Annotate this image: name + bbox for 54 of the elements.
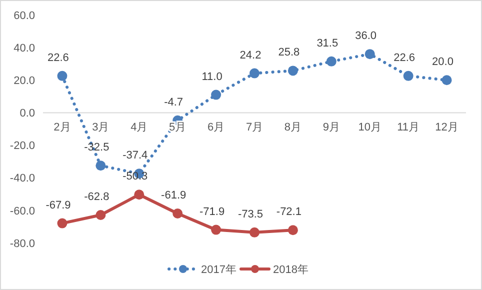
point	[96, 160, 106, 171]
data-label: 36.0	[355, 30, 377, 42]
x-tick-label: 10月	[358, 122, 382, 134]
point	[403, 70, 414, 81]
data-label: -71.9	[200, 206, 225, 218]
y-tick-label: 20.0	[14, 74, 35, 87]
point	[250, 68, 260, 78]
x-tick-label: 9月	[322, 122, 340, 134]
data-label: 20.0	[432, 56, 454, 68]
legend-label: 2017年	[201, 264, 236, 276]
y-tick-label: 40.0	[14, 42, 35, 54]
point	[172, 208, 183, 219]
point	[288, 225, 298, 236]
data-label: -73.5	[238, 208, 264, 220]
y-tick-label: -80.0	[10, 238, 35, 250]
data-label: 24.2	[240, 49, 262, 62]
x-tick-label: 8月	[284, 122, 302, 134]
point	[288, 66, 298, 76]
data-label: -72.1	[276, 206, 302, 218]
point	[442, 75, 452, 86]
point	[57, 218, 68, 228]
x-tick-label: 7月	[246, 122, 264, 134]
data-label: -62.8	[84, 190, 110, 203]
data-label: -4.7	[164, 96, 184, 108]
data-label: 11.0	[202, 70, 222, 83]
data-label: -61.9	[161, 190, 186, 202]
x-tick-label: 6月	[207, 122, 225, 134]
y-tick-label: 60.0	[14, 10, 35, 22]
point	[364, 49, 375, 60]
y-tick-label: -40.0	[10, 172, 35, 185]
data-label: 22.6	[394, 52, 416, 64]
data-label: 31.5	[316, 37, 338, 50]
y-tick-label: -60.0	[10, 205, 35, 218]
x-tick-label: 2月	[54, 122, 71, 134]
point	[211, 224, 222, 235]
point	[211, 90, 222, 100]
legend-label: 2018年	[273, 264, 308, 276]
data-label: -37.4	[122, 150, 148, 162]
point	[250, 227, 260, 238]
data-label: -32.5	[84, 142, 110, 154]
point	[57, 70, 68, 81]
x-tick-label: 3月	[92, 122, 110, 134]
point	[96, 210, 106, 220]
data-label: -50.3	[122, 170, 148, 183]
y-tick-label: -20.0	[10, 140, 35, 152]
data-label: 22.6	[48, 52, 69, 64]
point	[326, 56, 336, 66]
y-tick-label: 0.0	[20, 108, 35, 120]
point	[134, 190, 144, 200]
data-label: 25.8	[278, 46, 300, 59]
data-label: -67.9	[46, 199, 71, 212]
x-tick-label: 12月	[435, 122, 458, 134]
x-tick-label: 11月	[397, 122, 420, 134]
x-tick-label: 4月	[130, 122, 148, 134]
